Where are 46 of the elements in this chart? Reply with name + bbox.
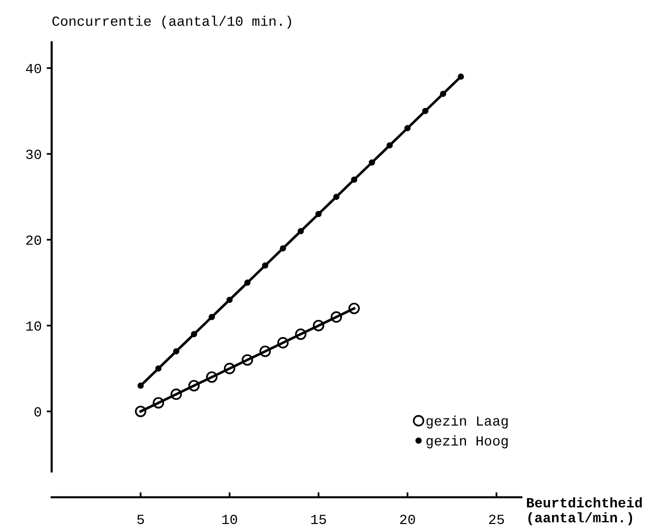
- x-tick-label: 15: [311, 514, 326, 524]
- x-tick-label: 20: [400, 514, 415, 524]
- point: [262, 262, 268, 269]
- point: [226, 296, 233, 303]
- point: [348, 302, 360, 314]
- y-tick-label: 10: [26, 321, 42, 331]
- point: [280, 245, 286, 252]
- point: [440, 90, 446, 97]
- point: [190, 331, 198, 338]
- point: [277, 337, 289, 348]
- point: [244, 280, 250, 286]
- point: [315, 210, 322, 218]
- point: [170, 388, 182, 400]
- point: [351, 176, 358, 183]
- point: [155, 365, 162, 372]
- point: [242, 354, 254, 366]
- y-tick-label: 40: [26, 64, 42, 74]
- point: [386, 142, 393, 148]
- y-tick-label: 30: [26, 150, 42, 160]
- point: [312, 320, 324, 332]
- point: [298, 228, 304, 234]
- point: [152, 397, 164, 409]
- point: [188, 380, 200, 392]
- point: [134, 406, 146, 418]
- x-tick-label: 10: [222, 514, 238, 524]
- point: [206, 371, 218, 383]
- point: [458, 74, 464, 80]
- point: [333, 194, 340, 200]
- point: [259, 346, 271, 358]
- point: [404, 125, 411, 132]
- y-axis-title: Concurrentie (aantal/10 min.): [52, 16, 292, 29]
- point: [295, 328, 306, 340]
- point: [422, 108, 428, 114]
- point: [138, 382, 144, 389]
- point: [330, 311, 342, 323]
- point: [173, 348, 180, 354]
- x-tick-label: 25: [489, 514, 504, 524]
- point: [368, 159, 376, 166]
- y-tick-label: 0: [34, 407, 42, 417]
- legend-label: gezin Laag: [426, 416, 508, 428]
- point: [224, 362, 236, 374]
- x-tick-label: 5: [137, 514, 144, 524]
- legend-label: gezin Hoog: [426, 435, 508, 448]
- x-axis-title: Beurtdichtheid (aantal/min.): [526, 497, 642, 526]
- point: [208, 314, 215, 320]
- y-tick-label: 20: [26, 235, 42, 245]
